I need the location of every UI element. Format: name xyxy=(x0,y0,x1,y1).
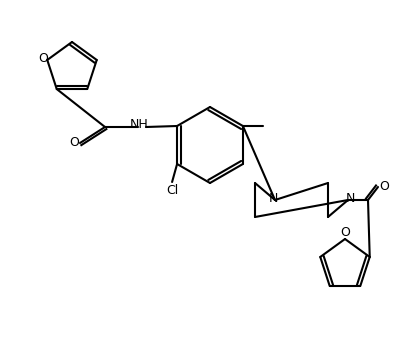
Text: O: O xyxy=(379,180,389,193)
Text: N: N xyxy=(268,191,278,204)
Text: N: N xyxy=(345,191,355,204)
Text: O: O xyxy=(38,53,48,65)
Text: O: O xyxy=(340,226,350,240)
Text: NH: NH xyxy=(130,119,148,131)
Text: O: O xyxy=(69,137,79,149)
Text: Cl: Cl xyxy=(166,184,178,197)
